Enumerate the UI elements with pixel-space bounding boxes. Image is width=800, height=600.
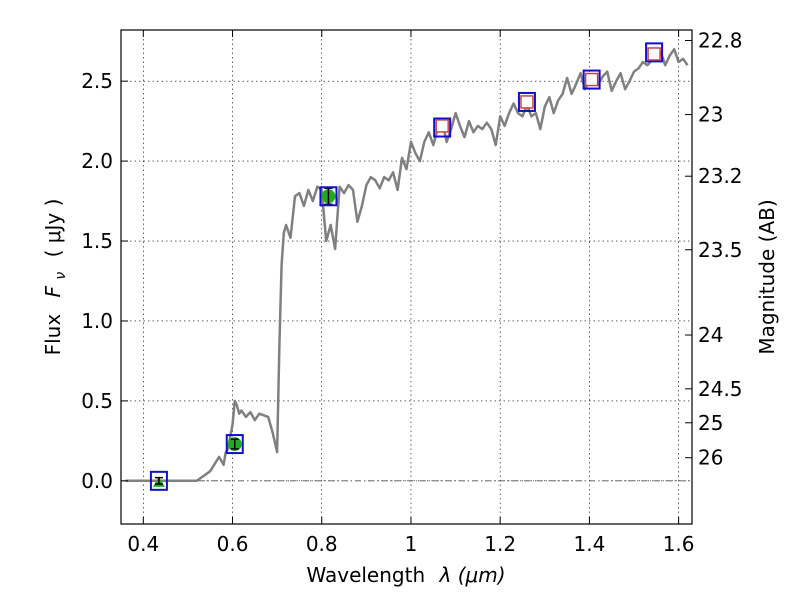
open-square-point <box>647 47 661 61</box>
y-axis-ticks: 0.0 0.5 1.0 1.5 2.0 2.5 <box>81 69 128 493</box>
model-photometry-square <box>517 91 536 112</box>
y-axis-label-symbol: F <box>41 285 65 297</box>
x-tick-label: 1.4 <box>573 532 605 556</box>
model-spectrum <box>125 47 689 483</box>
x-tick-label: 1.2 <box>484 532 516 556</box>
photometry-points <box>149 42 664 491</box>
x-tick-label: 0.6 <box>217 532 249 556</box>
x-axis-ticks: 0.4 0.6 0.8 1 1.2 1.4 1.6 <box>127 30 695 556</box>
open-square-point <box>584 72 599 87</box>
right-tick-label: 22.8 <box>698 29 743 53</box>
right-tick-label: 24 <box>698 323 723 347</box>
x-tick-label: 1.6 <box>663 532 695 556</box>
y-tick-label: 2.0 <box>81 149 113 173</box>
open-square-point <box>520 95 534 109</box>
y-axis-label-units: ( μJy ) <box>41 199 65 258</box>
model-photometry-square <box>433 117 452 138</box>
right-tick-label: 23 <box>698 103 723 127</box>
right-axis-ticks: 22.8 23 23.2 23.5 24 24.5 25 26 <box>685 29 743 470</box>
y-tick-label: 0.5 <box>81 389 113 413</box>
y-axis-label-subscript: ν <box>53 272 69 280</box>
x-tick-label: 0.8 <box>306 532 338 556</box>
y-tick-label: 1.5 <box>81 229 113 253</box>
right-tick-label: 26 <box>698 446 723 470</box>
y-axis-label-text: Flux <box>41 314 65 356</box>
model-photometry-square <box>645 42 664 63</box>
model-photometry-square <box>319 186 338 207</box>
right-axis-label: Magnitude (AB) <box>755 199 779 354</box>
model-photometry-square <box>582 69 601 90</box>
x-axis-label-symbol: λ (μm) <box>439 563 506 587</box>
spectrum-line <box>125 47 689 483</box>
model-photometry-square <box>149 470 168 491</box>
x-tick-label: 0.4 <box>127 532 159 556</box>
right-tick-label: 25 <box>698 411 723 435</box>
right-tick-label: 24.5 <box>698 377 743 401</box>
model-photometry-square <box>225 434 244 455</box>
grid-lines <box>121 30 692 524</box>
right-tick-label: 23.5 <box>698 238 743 262</box>
axes-box <box>120 29 693 525</box>
x-axis-label: Wavelength λ (μm) <box>306 563 505 587</box>
open-square-point <box>435 119 449 133</box>
y-tick-label: 1.0 <box>81 309 113 333</box>
y-tick-label: 2.5 <box>81 69 113 93</box>
y-axis-label: Flux F ν ( μJy ) <box>41 199 70 356</box>
y-tick-label: 0.0 <box>81 469 113 493</box>
plot-frame <box>120 29 693 525</box>
right-tick-label: 23.2 <box>698 164 743 188</box>
x-tick-label: 1 <box>405 532 418 556</box>
x-axis-label-text: Wavelength <box>306 563 425 587</box>
